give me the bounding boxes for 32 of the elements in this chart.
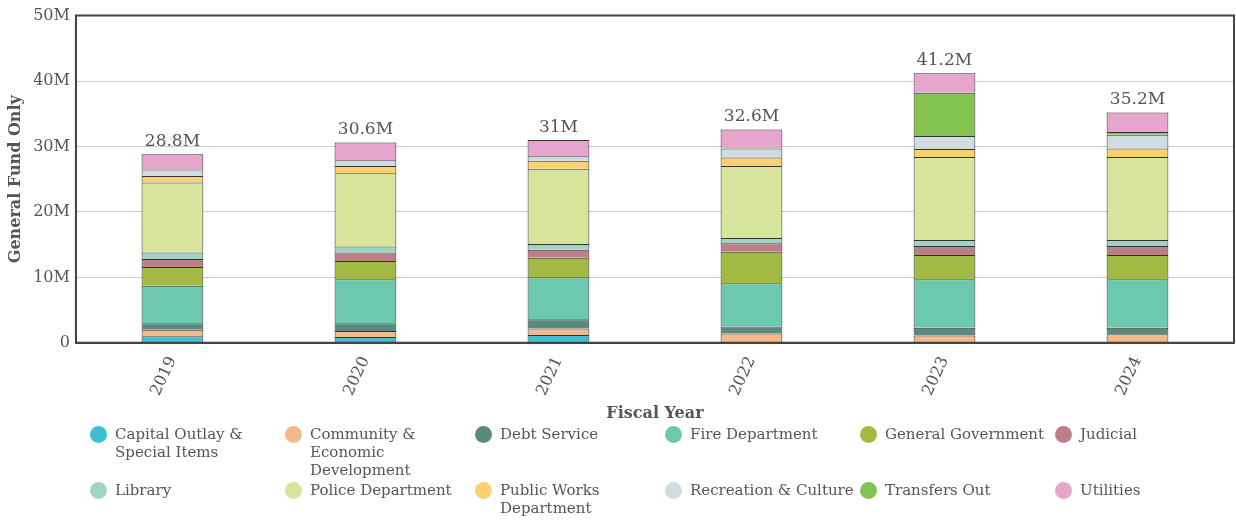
x-tick-label: 2023	[917, 353, 952, 399]
total-label: 35.2M	[1109, 88, 1166, 109]
legend-label: Library	[115, 481, 172, 499]
total-label: 41.2M	[916, 49, 973, 70]
y-tick-label: 40M	[33, 70, 70, 90]
total-label: 28.8M	[144, 130, 201, 151]
y-tick-label: 10M	[33, 266, 70, 286]
x-tick-label: 2022	[724, 353, 759, 399]
y-tick-label: 30M	[33, 135, 70, 155]
x-tick-label: 2020	[338, 353, 373, 399]
legend-label: Public Works Department	[500, 481, 601, 517]
legend-label: Debt Service	[500, 425, 599, 443]
y-axis-title: General Fund Only	[4, 94, 24, 264]
legend-label: Utilities	[1080, 481, 1141, 499]
x-tick-label: 2019	[145, 353, 180, 399]
x-tick-label: 2024	[1110, 353, 1145, 399]
total-label: 32.6M	[723, 105, 780, 126]
legend-label: Judicial	[1080, 425, 1138, 443]
y-tick-label: 0	[59, 331, 70, 351]
legend-label: General Government	[885, 425, 1045, 443]
y-tick-label: 50M	[33, 4, 70, 24]
x-axis-title: Fiscal Year	[606, 402, 705, 422]
legend-label: Fire Department	[690, 425, 818, 443]
legend-label: Transfers Out	[885, 481, 991, 499]
legend-label: Recreation & Culture	[690, 481, 854, 499]
total-label: 31M	[538, 115, 578, 136]
legend-label: Community & Economic Development	[310, 425, 417, 479]
legend-label: Capital Outlay & Special Items	[115, 425, 244, 461]
total-label: 30.6M	[337, 118, 394, 139]
y-tick-label: 20M	[33, 201, 70, 221]
legend-label: Police Department	[310, 481, 452, 499]
x-tick-label: 2021	[531, 353, 566, 399]
